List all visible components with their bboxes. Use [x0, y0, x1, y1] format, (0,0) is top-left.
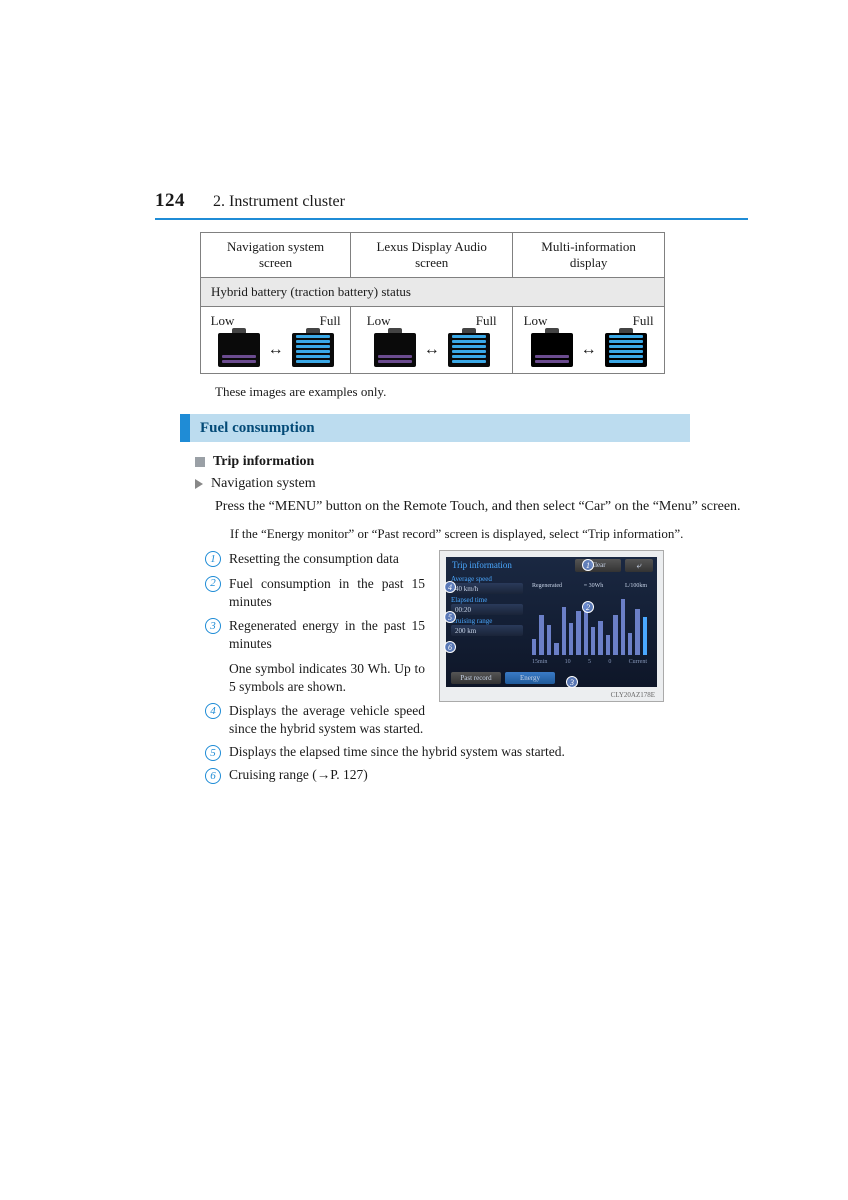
callout-3: 3 — [566, 676, 578, 688]
battery-full-icon — [292, 333, 334, 367]
back-button[interactable]: ⤶ — [625, 559, 653, 572]
battery-low-icon — [218, 333, 260, 367]
energy-button[interactable]: Energy — [505, 672, 555, 684]
battery-full-icon — [605, 333, 647, 367]
consumption-bar-chart: Regenerated = 30Wh L/100km 15min 10 5 0 … — [528, 583, 651, 667]
header-rule — [155, 218, 748, 220]
subheader-battery: Hybrid battery (traction battery) status — [201, 278, 665, 307]
col-header-nav: Navigation system screen — [201, 233, 351, 278]
subheading-trip: Trip information — [195, 454, 748, 470]
battery-cell-audio: LowFull ↔ — [351, 307, 513, 374]
trip-info-screenshot: Trip information Clear ⤶ Average speed40… — [439, 550, 664, 702]
battery-cell-mid: LowFull ↔ — [513, 307, 665, 374]
battery-full-icon — [448, 333, 490, 367]
battery-low-icon — [531, 333, 573, 367]
triangle-bullet-icon — [195, 479, 203, 489]
col-header-audio: Lexus Display Audio screen — [351, 233, 513, 278]
callout-6: 6 — [444, 641, 456, 653]
screenshot-caption: CLY20AZ178E — [611, 691, 655, 699]
circled-3-icon: 3 — [205, 618, 221, 634]
circled-1-icon: 1 — [205, 551, 221, 567]
page-header: 124 2. Instrument cluster — [155, 190, 748, 212]
double-arrow-icon: ↔ — [268, 341, 284, 359]
double-arrow-icon: ↔ — [581, 341, 597, 359]
page-number: 124 — [155, 190, 185, 212]
instruction-text: Press the “MENU” button on the Remote To… — [215, 498, 748, 517]
circled-6-icon: 6 — [205, 768, 221, 784]
col-header-mid: Multi-information display — [513, 233, 665, 278]
numbered-list-left: 1Resetting the consumption data 2Fuel co… — [205, 550, 425, 744]
past-record-button[interactable]: Past record — [451, 672, 501, 684]
double-arrow-icon: ↔ — [424, 341, 440, 359]
sub-instruction-text: If the “Energy monitor” or “Past record”… — [230, 525, 748, 543]
battery-low-icon — [374, 333, 416, 367]
battery-status-table: Navigation system screen Lexus Display A… — [200, 232, 665, 374]
battery-cell-nav: LowFull ↔ — [201, 307, 351, 374]
table-note: These images are examples only. — [215, 384, 748, 400]
numbered-list-bottom: 5Displays the elapsed time since the hyb… — [205, 744, 748, 784]
circled-5-icon: 5 — [205, 745, 221, 761]
circled-4-icon: 4 — [205, 703, 221, 719]
circled-2-icon: 2 — [205, 576, 221, 592]
square-bullet-icon — [195, 457, 205, 467]
chapter-title: 2. Instrument cluster — [213, 193, 345, 211]
section-bar-fuel: Fuel consumption — [180, 414, 690, 442]
bullet-nav-system: Navigation system — [195, 476, 748, 492]
